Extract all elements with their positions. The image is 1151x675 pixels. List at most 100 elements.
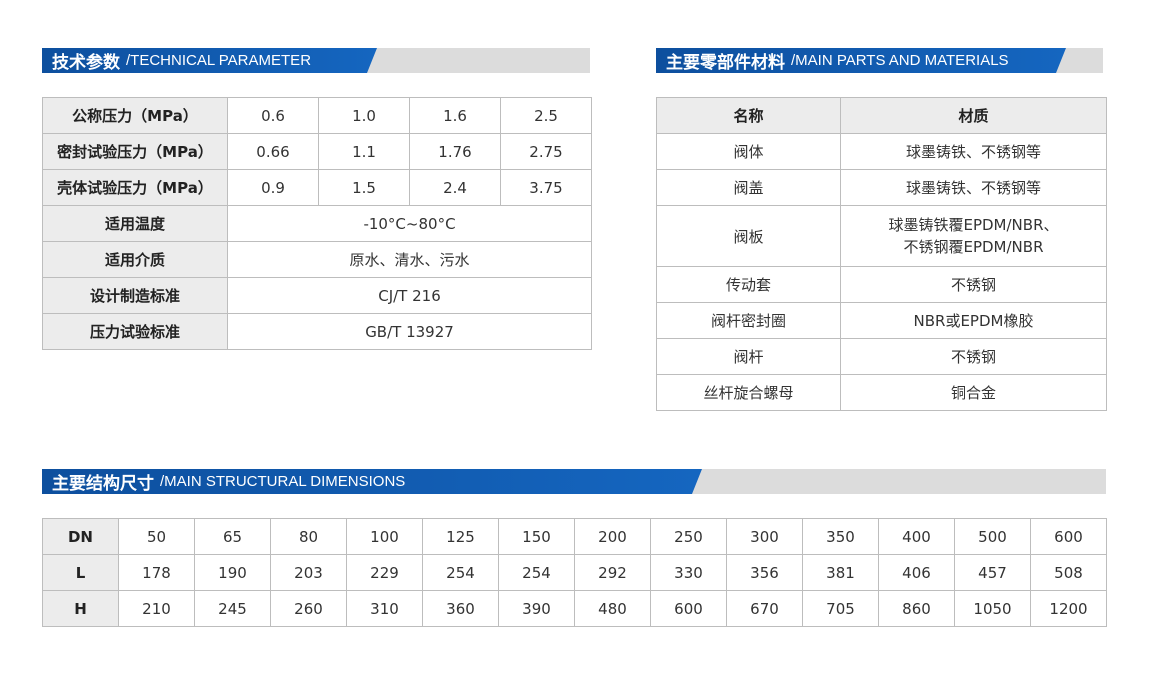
table-cell: 254	[498, 554, 575, 591]
table-row: 传动套 不锈钢	[656, 266, 1107, 303]
table-cell: 1050	[954, 590, 1031, 627]
table-cell: 不锈钢	[840, 338, 1107, 375]
tech-title-en: /TECHNICAL PARAMETER	[126, 52, 312, 69]
tech-title-zh: 技术参数	[52, 53, 120, 73]
tech-banner: 技术参数/TECHNICAL PARAMETER	[42, 48, 590, 73]
table-row: L 178 190 203 229 254 254 292 330 356 381 406 457 508	[42, 554, 1107, 591]
table-cell: 250	[650, 518, 727, 555]
table-cell: 材质	[840, 97, 1107, 134]
table-cell: 245	[194, 590, 271, 627]
table-cell: 360	[422, 590, 499, 627]
table-cell: CJ/T 216	[227, 277, 592, 314]
table-cell: 阀杆	[656, 338, 841, 375]
table-row: DN 50 65 80 100 125 150 200 250 300 350 400 500 600	[42, 518, 1107, 555]
table-cell: 设计制造标准	[42, 277, 228, 314]
table-cell: 178	[118, 554, 195, 591]
material-line: 球墨铸铁覆EPDM/NBR、	[888, 216, 1059, 234]
parts-title-zh: 主要零部件材料	[666, 53, 785, 73]
table-cell: 0.6	[227, 97, 319, 134]
table-cell: GB/T 13927	[227, 313, 592, 350]
table-cell: L	[42, 554, 119, 591]
technical-parameter-table: 公称压力（MPa） 0.6 1.0 1.6 2.5 密封试验压力（MPa） 0.66 1.1 1…	[42, 97, 592, 350]
table-cell: 254	[422, 554, 499, 591]
table-cell: 260	[270, 590, 347, 627]
dimensions-table: DN 50 65 80 100 125 150 200 250 300 350 400 500 600 L 1…	[42, 518, 1107, 627]
dims-title-en: /MAIN STRUCTURAL DIMENSIONS	[160, 473, 406, 490]
table-cell: 670	[726, 590, 803, 627]
table-cell: 适用温度	[42, 205, 228, 242]
table-cell: 阀体	[656, 133, 841, 170]
table-cell: 1.76	[409, 133, 501, 170]
parts-materials-table: 名称 材质 阀体 球墨铸铁、不锈钢等 阀盖 球墨铸铁、不锈钢等 阀板 球墨铸铁覆EPDM/NB…	[656, 97, 1107, 411]
table-cell: 压力试验标准	[42, 313, 228, 350]
table-cell: 190	[194, 554, 271, 591]
table-cell: 2.75	[500, 133, 592, 170]
table-cell: 球墨铸铁覆EPDM/NBR、 不锈钢覆EPDM/NBR	[840, 205, 1107, 267]
table-cell: 公称压力（MPa）	[42, 97, 228, 134]
table-cell: -10°C~80°C	[227, 205, 592, 242]
table-row: 阀体 球墨铸铁、不锈钢等	[656, 133, 1107, 170]
table-cell: 210	[118, 590, 195, 627]
table-cell: 480	[574, 590, 651, 627]
table-cell: 200	[574, 518, 651, 555]
table-cell: 原水、清水、污水	[227, 241, 592, 278]
table-cell: 508	[1030, 554, 1107, 591]
table-cell: 2.4	[409, 169, 501, 206]
table-row: 公称压力（MPa） 0.6 1.0 1.6 2.5	[42, 97, 592, 134]
table-row: 丝杆旋合螺母 铜合金	[656, 374, 1107, 411]
table-cell: 0.66	[227, 133, 319, 170]
table-cell: 壳体试验压力（MPa）	[42, 169, 228, 206]
table-row: 阀板 球墨铸铁覆EPDM/NBR、 不锈钢覆EPDM/NBR	[656, 205, 1107, 267]
table-cell: 381	[802, 554, 879, 591]
table-cell: 1.5	[318, 169, 410, 206]
table-cell: 390	[498, 590, 575, 627]
table-cell: 125	[422, 518, 499, 555]
table-row: 密封试验压力（MPa） 0.66 1.1 1.76 2.75	[42, 133, 592, 170]
table-cell: 不锈钢	[840, 266, 1107, 303]
table-cell: 65	[194, 518, 271, 555]
table-cell: 50	[118, 518, 195, 555]
table-cell: NBR或EPDM橡胶	[840, 302, 1107, 339]
table-cell: 300	[726, 518, 803, 555]
table-row: 壳体试验压力（MPa） 0.9 1.5 2.4 3.75	[42, 169, 592, 206]
table-cell: 500	[954, 518, 1031, 555]
table-cell: 1200	[1030, 590, 1107, 627]
table-cell: 80	[270, 518, 347, 555]
table-cell: 1.0	[318, 97, 410, 134]
parts-title-en: /MAIN PARTS AND MATERIALS	[791, 52, 1009, 69]
table-cell: 356	[726, 554, 803, 591]
table-cell: 150	[498, 518, 575, 555]
material-line: 不锈钢覆EPDM/NBR	[903, 238, 1044, 256]
table-cell: 600	[650, 590, 727, 627]
table-cell: 丝杆旋合螺母	[656, 374, 841, 411]
table-cell: 2.5	[500, 97, 592, 134]
table-cell: 阀盖	[656, 169, 841, 206]
table-cell: 适用介质	[42, 241, 228, 278]
table-cell: 密封试验压力（MPa）	[42, 133, 228, 170]
table-row: 适用介质 原水、清水、污水	[42, 241, 592, 278]
table-cell: 阀杆密封圈	[656, 302, 841, 339]
table-cell: 600	[1030, 518, 1107, 555]
table-cell: 705	[802, 590, 879, 627]
table-cell: 球墨铸铁、不锈钢等	[840, 133, 1107, 170]
dims-title-zh: 主要结构尺寸	[52, 474, 154, 494]
table-cell: 0.9	[227, 169, 319, 206]
table-row: H 210 245 260 310 360 390 480 600 670 705 860 1050 12…	[42, 590, 1107, 627]
table-cell: 400	[878, 518, 955, 555]
table-row: 设计制造标准 CJ/T 216	[42, 277, 592, 314]
table-cell: 406	[878, 554, 955, 591]
table-cell: 203	[270, 554, 347, 591]
table-cell: 阀板	[656, 205, 841, 267]
table-cell: 传动套	[656, 266, 841, 303]
table-cell: H	[42, 590, 119, 627]
table-cell: 330	[650, 554, 727, 591]
table-cell: 球墨铸铁、不锈钢等	[840, 169, 1107, 206]
table-row: 压力试验标准 GB/T 13927	[42, 313, 592, 350]
table-cell: 457	[954, 554, 1031, 591]
table-cell: 1.1	[318, 133, 410, 170]
table-cell: 1.6	[409, 97, 501, 134]
parts-banner: 主要零部件材料/MAIN PARTS AND MATERIALS	[656, 48, 1103, 73]
table-header-row: 名称 材质	[656, 97, 1107, 134]
table-cell: 860	[878, 590, 955, 627]
table-cell: 3.75	[500, 169, 592, 206]
